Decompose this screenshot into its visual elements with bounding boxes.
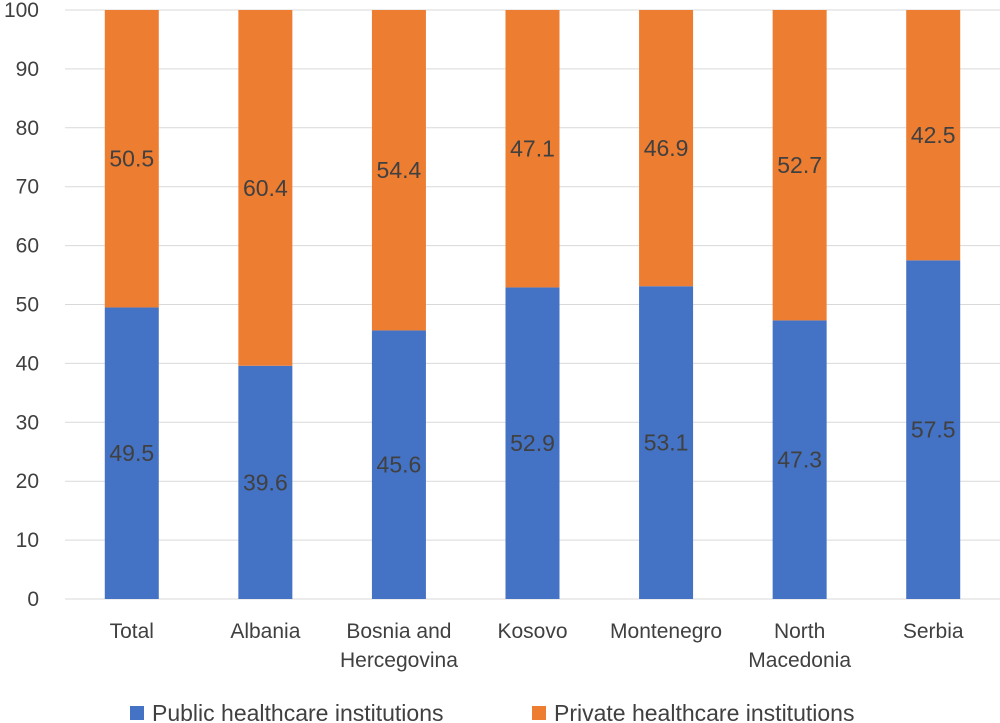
x-category-label: Hercegovina bbox=[340, 649, 458, 672]
data-labels: 49.5 50.5 39.6 60.4 45.6 54.4 52.9 47.1 53.1 46.9… bbox=[109, 122, 955, 495]
data-label: 60.4 bbox=[243, 175, 288, 201]
data-label: 47.1 bbox=[510, 136, 555, 162]
data-label: 52.9 bbox=[510, 430, 555, 456]
bars bbox=[104, 10, 961, 599]
bar-segment-private bbox=[505, 10, 560, 288]
y-tick-label: 80 bbox=[16, 117, 39, 140]
x-category-label: Macedonia bbox=[748, 649, 851, 672]
y-tick-label: 90 bbox=[16, 58, 39, 81]
bar-segment-public bbox=[505, 287, 560, 599]
data-label: 49.5 bbox=[109, 440, 154, 466]
bar-segment-private bbox=[639, 10, 694, 287]
data-label: 45.6 bbox=[377, 452, 422, 478]
bar-segment-private bbox=[104, 10, 159, 308]
y-tick-label: 60 bbox=[16, 235, 39, 258]
x-category-label: Kosovo bbox=[497, 620, 567, 643]
bar-segment-public bbox=[104, 307, 159, 599]
bar-segment-public bbox=[371, 330, 426, 599]
y-tick-label: 40 bbox=[16, 352, 39, 375]
data-label: 46.9 bbox=[644, 135, 689, 161]
y-tick-label: 20 bbox=[16, 470, 39, 493]
y-tick-label: 50 bbox=[16, 294, 39, 317]
y-tick-label: 10 bbox=[16, 529, 39, 552]
bar-segment-private bbox=[238, 10, 293, 366]
legend-label: Public healthcare institutions bbox=[152, 700, 444, 723]
bar-segment-private bbox=[906, 10, 961, 261]
data-label: 52.7 bbox=[777, 152, 822, 178]
bar-segment-public bbox=[772, 320, 827, 599]
data-label: 57.5 bbox=[911, 417, 956, 443]
x-category-label: Bosnia and bbox=[346, 620, 451, 643]
x-category-label: Montenegro bbox=[610, 620, 722, 643]
data-label: 47.3 bbox=[777, 447, 822, 473]
legend-swatch bbox=[130, 706, 144, 720]
y-axis-ticks: 0 10 20 30 40 50 60 70 80 90 100 bbox=[4, 0, 39, 611]
bar-segment-private bbox=[371, 10, 426, 331]
y-tick-label: 30 bbox=[16, 411, 39, 434]
data-label: 42.5 bbox=[911, 122, 956, 148]
bar-segment-private bbox=[772, 10, 827, 321]
legend: Public healthcare institutions Private he… bbox=[130, 700, 854, 723]
legend-label: Private healthcare institutions bbox=[554, 700, 854, 723]
bar-segment-public bbox=[238, 365, 293, 599]
data-label: 53.1 bbox=[644, 430, 689, 456]
bar-segment-public bbox=[639, 286, 694, 599]
x-category-label: Serbia bbox=[903, 620, 964, 643]
x-category-label: Albania bbox=[230, 620, 300, 643]
x-category-label: Total bbox=[110, 620, 154, 643]
x-axis-categories: Total Albania Bosnia and Hercegovina Kosovo M… bbox=[110, 620, 964, 672]
data-label: 50.5 bbox=[109, 146, 154, 172]
y-tick-label: 0 bbox=[27, 588, 39, 611]
legend-swatch bbox=[532, 706, 546, 720]
bar-segment-public bbox=[906, 260, 961, 599]
data-label: 54.4 bbox=[377, 157, 422, 183]
y-tick-label: 70 bbox=[16, 176, 39, 199]
data-label: 39.6 bbox=[243, 469, 288, 495]
x-category-label: North bbox=[774, 620, 825, 643]
y-tick-label: 100 bbox=[4, 0, 39, 22]
